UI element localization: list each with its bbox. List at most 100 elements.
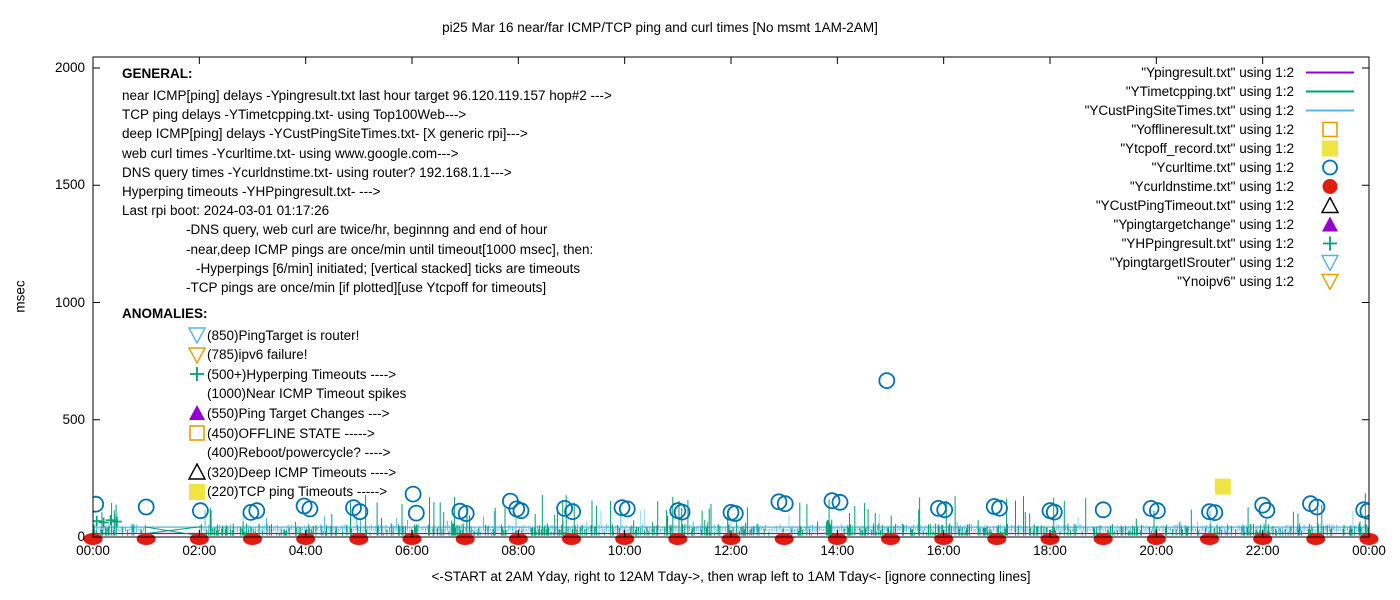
curl-time-point: [1045, 503, 1063, 521]
triangle-down-open-icon: [188, 327, 206, 344]
y-tick-label: 1500: [54, 177, 85, 193]
x-tick-label: 18:00: [1033, 543, 1067, 558]
dns-time-point: [189, 533, 209, 545]
legend-label: "Yofflineresult.txt" using 1:2: [1131, 122, 1294, 137]
x-tick-label: 06:00: [395, 543, 429, 558]
y-tick-label: 500: [62, 411, 85, 427]
x-tick-label: 00:00: [76, 543, 110, 558]
curl-time-point: [1149, 502, 1166, 520]
curl-time-point: [1094, 501, 1112, 519]
dns-time-point: [1200, 533, 1219, 545]
curl-time-point: [1254, 496, 1272, 514]
x-tick-label: 08:00: [501, 543, 536, 558]
general-line: near ICMP[ping] delays -Ypingresult.txt …: [122, 88, 612, 103]
anomaly-row: (450)OFFLINE STATE ----->: [188, 423, 375, 443]
y-tick-label: 2000: [54, 60, 85, 75]
anomaly-row: (785)ipv6 failure!: [188, 345, 308, 365]
triangle-up-open-icon: [1294, 197, 1366, 214]
legend-label: "YHPpingresult.txt" using 1:2: [1121, 236, 1294, 251]
line-icon: [1294, 83, 1366, 100]
legend-row: "Yofflineresult.txt" using 1:2: [930, 120, 1366, 139]
plus-icon: [188, 365, 207, 383]
dns-time-point: [1306, 533, 1326, 545]
square-filled-icon: [188, 483, 207, 501]
x-tick-label: 14:00: [820, 543, 855, 558]
dns-time-point: [668, 533, 688, 545]
general-line: -near,deep ICMP pings are once/min until…: [186, 241, 594, 257]
x-tick-label: 02:00: [182, 543, 217, 558]
triangle-up-filled-icon: [188, 404, 207, 422]
general-line: deep ICMP[ping] delays -YCustPingSiteTim…: [122, 126, 528, 142]
dns-time-point: [243, 533, 262, 545]
dns-time-point: [562, 533, 581, 545]
curl-time-point: [1359, 502, 1369, 520]
curl-time-point: [407, 504, 425, 522]
triangle-down-open-icon: [188, 326, 207, 344]
circle-filled-icon: [1294, 178, 1366, 195]
plot-frame: [92, 56, 1370, 538]
dns-time-point: [774, 533, 794, 545]
dns-time-point: [987, 533, 1007, 545]
legend-label: "YpingtargetISrouter" using 1:2: [1109, 255, 1294, 270]
triangle-up-open-icon: [1321, 197, 1339, 214]
curl-time-point: [248, 502, 266, 520]
plus-icon: [190, 367, 204, 382]
dns-time-point: [934, 533, 954, 545]
dns-time-point: [1359, 533, 1379, 545]
curl-time-point: [618, 500, 636, 518]
general-line: -TCP pings are once/min [if plotted][use…: [186, 280, 547, 296]
square-filled-icon: [189, 483, 205, 500]
curl-time-point: [1201, 503, 1218, 521]
curl-time-point: [457, 505, 475, 522]
curl-time-point: [512, 502, 530, 520]
curl-time-point: [673, 503, 691, 521]
triangle-down-open-icon: [1321, 254, 1339, 271]
hyperping-plus-mark: [111, 516, 122, 527]
anomalies-heading: ANOMALIES:: [122, 306, 208, 321]
triangle-up-filled-icon: [1322, 216, 1338, 232]
curl-time-point: [831, 493, 849, 511]
curl-time-point: [1258, 501, 1276, 519]
y-tick-label: 1000: [54, 294, 85, 310]
curl-time-point: [1206, 504, 1224, 521]
gap-connecting-line: [146, 526, 203, 537]
anomaly-label: (500+)Hyperping Timeouts ---->: [207, 366, 397, 382]
legend-row: "Ynoipv6" using 1:2: [930, 272, 1366, 291]
legend-label: "Ycurldnstime.txt" using 1:2: [1129, 179, 1294, 194]
square-open-icon: [1322, 121, 1338, 138]
anomaly-label: (550)Ping Target Changes --->: [207, 405, 390, 421]
legend-label: "Ynoipv6" using 1:2: [1177, 274, 1294, 289]
square-open-icon: [189, 425, 205, 441]
curl-time-point: [930, 499, 947, 517]
circle-filled-icon: [1322, 179, 1338, 194]
line-icon: [1306, 71, 1354, 74]
legend-label: "Ypingresult.txt" using 1:2: [1141, 65, 1294, 80]
curl-time-point: [191, 502, 209, 520]
legend-row: "YTimetcpping.txt" using 1:2: [930, 82, 1366, 101]
dns-time-point: [296, 533, 316, 545]
circle-open-icon: [1294, 159, 1366, 176]
anomaly-label: (785)ipv6 failure!: [207, 347, 308, 363]
triangle-down-open-icon: [1294, 254, 1366, 271]
square-filled-icon: [1322, 140, 1338, 157]
legend-row: "Ytcpoff_record.txt" using 1:2: [930, 139, 1366, 158]
legend-row: "Ypingtargetchange" using 1:2: [930, 215, 1366, 234]
legend-row: "YpingtargetISrouter" using 1:2: [930, 253, 1366, 272]
dns-time-point: [402, 533, 422, 545]
curl-time-point: [936, 501, 954, 519]
circle-open-icon: [1322, 159, 1338, 176]
curl-time-point: [301, 500, 319, 518]
legend: "Ypingresult.txt" using 1:2 "YTimetcpping…: [930, 63, 1366, 291]
triangle-down-open-icon: [1294, 273, 1366, 290]
triangle-down-open-icon: [1321, 273, 1339, 290]
dns-time-point: [827, 533, 847, 545]
legend-label: "Ycurltime.txt" using 1:2: [1151, 160, 1294, 175]
dns-time-point: [455, 533, 475, 545]
anomaly-row: (850)PingTarget is router!: [188, 325, 359, 345]
dns-time-point: [615, 533, 635, 545]
general-line: DNS query times -Ycurldnstime.txt- using…: [122, 164, 512, 180]
anomaly-row: (1000)Near ICMP Timeout spikes: [188, 384, 406, 404]
general-line: -DNS query, web curl are twice/hr, begin…: [186, 222, 548, 238]
